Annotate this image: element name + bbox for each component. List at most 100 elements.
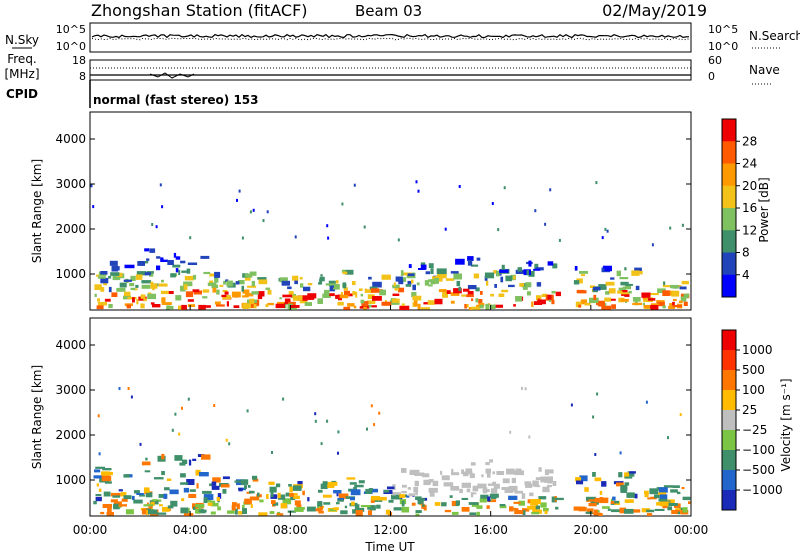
echo-cell [195,504,205,508]
echo-cell [140,294,146,299]
colorbar-swatch [722,330,736,351]
echo-cell [625,283,633,286]
echo-cell [123,295,131,300]
echo-cell [202,289,210,293]
velocity-panel-frame [89,317,692,517]
velocity-colorbar: 1000 500 100 25 −25 −100 −500 −1000 [721,329,783,511]
echo-cell [682,496,691,501]
echo-cell [645,400,648,404]
echo-cell [535,477,542,480]
echo-cell [366,300,376,304]
echo-cell [472,485,479,492]
echo-cell [463,472,469,477]
echo-cell [475,298,479,303]
echo-cell [373,423,376,427]
echo-cell [551,496,557,503]
echo-cell [119,282,127,288]
echo-cell [542,486,550,491]
echo-cell [634,493,638,499]
echo-cell [212,287,217,293]
colorbar-tick-label: 8 [742,246,750,260]
echo-cell [466,304,469,308]
echo-cell [346,477,356,480]
echo-cell [486,280,489,286]
y-tick-label: 1000 [55,267,86,281]
echo-cell [223,280,227,285]
colorbar-swatch [722,490,736,511]
echo-cell [364,289,374,293]
velocity-colorbar-label: Velocity [m s⁻¹] [779,378,793,471]
echo-cell [416,282,420,286]
echo-cell [292,295,303,301]
echo-cell [306,506,316,512]
echo-cell [627,471,635,477]
echo-cell [595,510,598,513]
echo-cell [536,282,542,287]
echo-cell [433,278,439,284]
echo-cell [370,498,375,503]
echo-cell [522,510,526,515]
colorbar-frame [721,329,737,511]
echo-cell [144,487,150,493]
echo-cell [136,493,144,495]
echo-cell [610,277,615,280]
echo-cell [135,284,139,288]
echo-cell [343,306,351,310]
echo-cell [140,303,145,309]
echo-cell [199,472,209,477]
echo-cell [203,305,211,308]
echo-cell [402,484,407,488]
echo-cell [620,485,628,491]
echo-cell [624,472,630,479]
echo-cell [136,271,147,276]
echo-cell [307,283,313,286]
echo-cell [428,263,434,269]
echo-cell [290,305,300,308]
echo-cell [279,277,288,283]
echo-cell [352,291,356,296]
echo-cell [534,485,540,488]
echo-cell [481,474,484,478]
echo-cell [440,470,443,475]
echo-cell [329,285,336,292]
echo-cell [663,281,666,286]
echo-cell [188,493,197,498]
echo-cell [162,506,170,512]
echo-cell [126,304,131,309]
echo-cell [428,284,433,287]
echo-cell [282,498,292,505]
echo-cell [453,273,462,280]
echo-cell [209,483,212,487]
echo-cell [248,303,257,309]
echo-cell [385,509,391,515]
echo-cell [216,289,220,295]
echo-cell [456,280,461,287]
echo-cell [293,495,300,499]
echo-cell [347,303,355,307]
echo-cell [214,301,221,305]
echo-cell [525,282,532,287]
echo-cell [635,285,640,291]
echo-cell [196,483,199,489]
echo-cell [147,509,158,515]
echo-cell [209,273,215,277]
echo-cell [670,489,678,493]
colorbar-swatch [722,163,736,187]
echo-cell [287,510,296,513]
echo-cell [100,277,109,284]
echo-cell [531,511,540,515]
echo-cell [187,304,196,307]
echo-cell [513,501,521,504]
echo-cell [624,267,627,271]
echo-cell [170,273,176,278]
echo-cell [111,292,118,297]
echo-cell [667,499,675,504]
echo-cell [491,495,497,499]
echo-cell [180,260,186,264]
echo-cell [201,454,211,460]
echo-cell [182,459,188,464]
echo-cell [459,488,463,494]
echo-cell [195,469,201,476]
echo-cell [183,281,193,287]
